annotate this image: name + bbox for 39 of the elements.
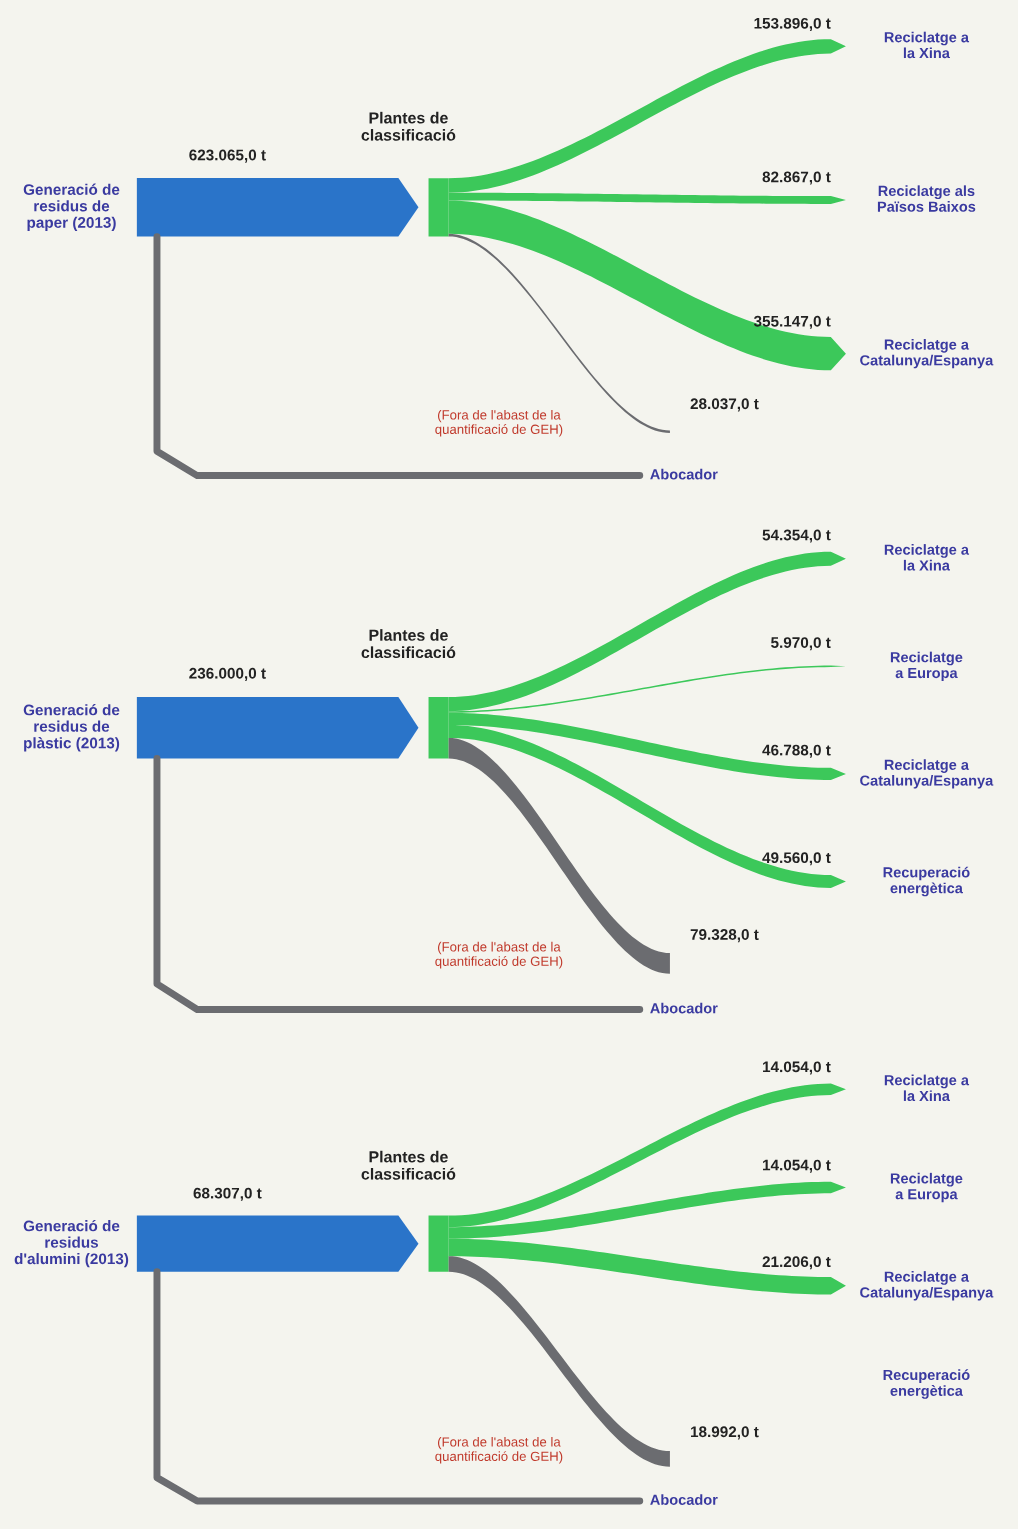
category-label: Abocador — [650, 1494, 718, 1505]
category-label: Reciclatge a la Xina — [884, 1074, 970, 1102]
category-label: Reciclatge a Catalunya/Espanya — [860, 759, 994, 789]
category-label: Reciclatge als Països Baixos — [877, 185, 976, 212]
data-label: 14.054,0 t — [763, 1159, 831, 1173]
text: (Fora de l'abast de la quantificació de GEH) — [435, 941, 563, 969]
data-label: 236.000,0 t — [189, 667, 266, 681]
text: Plantes de classificació — [361, 1150, 456, 1180]
data-label: 49.560,0 t — [762, 852, 831, 866]
data-label: 28.037,0 t — [690, 398, 759, 412]
category-label: Generació de residus de paper (2013) — [23, 183, 120, 231]
text: (Fora de l'abast de la quantificació de GEH) — [435, 409, 563, 437]
category-label: Reciclatge a Catalunya/Espanya — [860, 1271, 994, 1301]
data-label: 46.788,0 t — [762, 744, 831, 758]
data-label: 355.147,0 t — [753, 315, 831, 329]
data-label: 79.328,0 t — [690, 929, 759, 943]
category-label: Reciclatge a Europa — [890, 1172, 963, 1203]
text: Plantes de classificació — [361, 629, 456, 659]
category-label: Reciclatge a Europa — [890, 651, 963, 682]
data-label: 54.354,0 t — [762, 529, 831, 543]
category-label: Reciclatge a la Xina — [884, 31, 970, 59]
category-label: Recuperació energètica — [883, 866, 970, 897]
data-label: 14.054,0 t — [763, 1061, 831, 1075]
category-label: Abocador — [650, 468, 718, 480]
data-label: 82.867,0 t — [762, 171, 831, 185]
data-label: 153.896,0 t — [754, 17, 831, 31]
category-label: Reciclatge a la Xina — [884, 544, 970, 571]
category-label: Reciclatge a Catalunya/Espanya — [860, 338, 994, 369]
category-label: Abocador — [650, 1002, 718, 1014]
data-label: 18.992,0 t — [691, 1426, 759, 1440]
data-label: 623.065,0 t — [189, 149, 266, 163]
data-label: 5.970,0 t — [771, 637, 831, 651]
data-label: 68.307,0 t — [193, 1187, 262, 1201]
category-label: Generació de residus de plàstic (2013) — [23, 704, 120, 752]
category-label: Recuperació energètica — [883, 1369, 970, 1399]
data-label: 21.206,0 t — [762, 1256, 831, 1270]
text: (Fora de l'abast de la quantificació de GEH) — [435, 1436, 563, 1464]
category-label: Generació de residus d'alumini (2013) — [14, 1219, 129, 1268]
text: Plantes de classificació — [361, 111, 456, 141]
